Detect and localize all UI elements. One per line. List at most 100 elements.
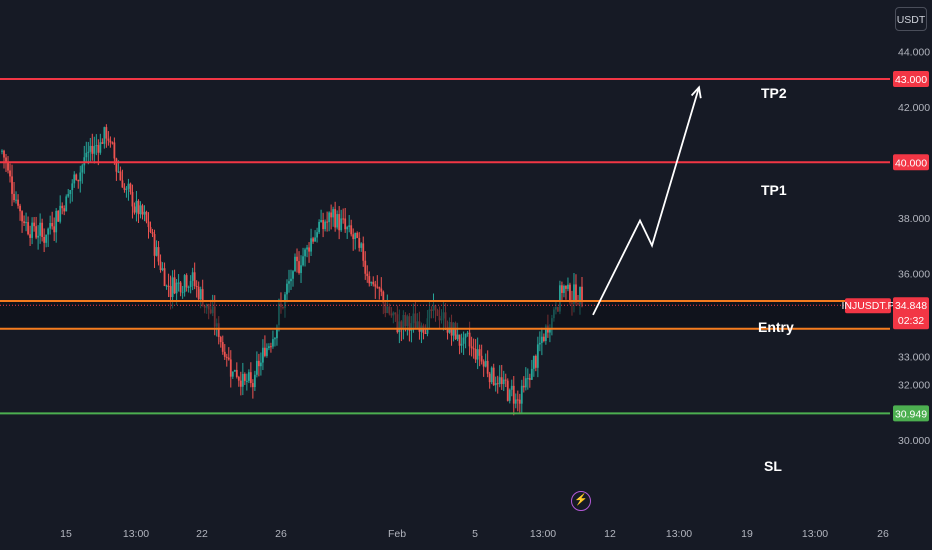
candle-body [514, 399, 517, 404]
candle-body [336, 214, 339, 228]
candle-body [526, 378, 529, 380]
candle-body [286, 283, 288, 295]
x-tick-label: 13:00 [666, 528, 692, 540]
candle-body [61, 205, 64, 209]
candle-body [548, 328, 551, 333]
flash-icon[interactable]: ⚡ [571, 491, 591, 511]
candle-body [528, 378, 531, 380]
x-tick-label: 15 [60, 528, 72, 540]
candle-body [306, 247, 308, 250]
candle-body [500, 377, 503, 385]
candle-body [314, 237, 316, 242]
x-tick-label: 12 [604, 528, 616, 540]
candle-body [67, 194, 70, 197]
candle-body [35, 226, 38, 238]
candle-body [575, 284, 577, 304]
projection-arrow [592, 85, 702, 316]
candle-body [119, 171, 122, 181]
candle-body [573, 284, 575, 304]
projection-path [592, 87, 700, 316]
candle-body [227, 357, 230, 360]
candle-body [472, 348, 475, 350]
candle-body [342, 218, 345, 220]
candle-body [454, 322, 457, 340]
candle-body [370, 281, 373, 284]
candle-body [520, 385, 523, 404]
candle-body [312, 238, 314, 242]
candle-body [510, 385, 513, 390]
candle-body [268, 346, 270, 349]
candle-body [115, 158, 118, 172]
candle-body [466, 332, 469, 334]
candle-body [308, 247, 310, 252]
x-tick-label: 13:00 [530, 528, 556, 540]
candle-body [77, 179, 80, 182]
candle-body [259, 362, 262, 367]
currency-button[interactable]: USDT [895, 7, 927, 31]
candle-body [139, 205, 142, 215]
candle-body [185, 275, 188, 288]
candle-body [490, 367, 493, 383]
candle-body [563, 285, 565, 293]
candle-body [201, 289, 204, 306]
candle-body [123, 187, 126, 190]
candle-body [378, 287, 381, 289]
candle-body [579, 286, 581, 305]
candle-body [540, 336, 543, 343]
time-axis[interactable]: 15 13:00 22 26 Feb 5 13:00 12 13:00 19 13:00 26 [60, 528, 889, 540]
candle-body [338, 214, 341, 231]
candle-body [241, 373, 244, 387]
candle-body [23, 221, 25, 224]
candle-body [374, 284, 377, 287]
levels-group: TP2 TP1 Entry SL [0, 78, 890, 474]
candle-body [316, 232, 318, 238]
candle-body [143, 211, 146, 215]
candle-body [159, 261, 162, 271]
price-axis[interactable]: 44.000 42.000 38.000 36.000 33.000 32.000 30.0… [898, 46, 930, 447]
candle-body [33, 222, 36, 227]
candle-body [567, 284, 569, 289]
candle-body [362, 243, 365, 261]
price-tags: 43.000 40.000 30.949 INJUSDT.P 34.848 02:32 [841, 71, 929, 422]
candle-body [111, 142, 114, 144]
candle-body [187, 286, 190, 288]
candle-body [137, 200, 140, 215]
candle-body [171, 277, 174, 298]
candle-body [324, 221, 327, 230]
candle-body [99, 142, 102, 153]
candle-body [81, 165, 84, 173]
candle-body [261, 347, 264, 363]
candle-body [37, 235, 40, 238]
candle-body [191, 272, 194, 281]
candle-body [492, 367, 495, 386]
candle-body [21, 211, 23, 222]
candle-body [364, 260, 367, 274]
y-tick-label: 42.000 [898, 102, 930, 114]
candle-body [498, 377, 501, 385]
candle-body [13, 193, 15, 201]
candle-body [243, 373, 246, 381]
price-tag-tp2 [893, 71, 929, 87]
candle-body [478, 349, 481, 356]
candle-body [350, 225, 353, 235]
candle-body [251, 383, 254, 388]
candle-body [151, 232, 154, 235]
candle-body [147, 221, 150, 228]
candle-body [15, 199, 17, 201]
last-price-text: 34.848 [895, 300, 927, 312]
candle-body [581, 286, 583, 307]
candle-body [167, 285, 170, 287]
candle-body [197, 286, 200, 300]
candle-body [179, 282, 182, 293]
candle-body [470, 346, 473, 349]
candle-body [328, 212, 331, 223]
candle-body [264, 347, 266, 356]
candle-body [91, 145, 94, 154]
level-label-tp1: TP1 [761, 182, 787, 198]
candle-body [193, 272, 196, 286]
candle-body [127, 183, 130, 189]
candle-body [1, 150, 3, 152]
candle-body [346, 227, 349, 230]
candle-body [320, 220, 323, 222]
